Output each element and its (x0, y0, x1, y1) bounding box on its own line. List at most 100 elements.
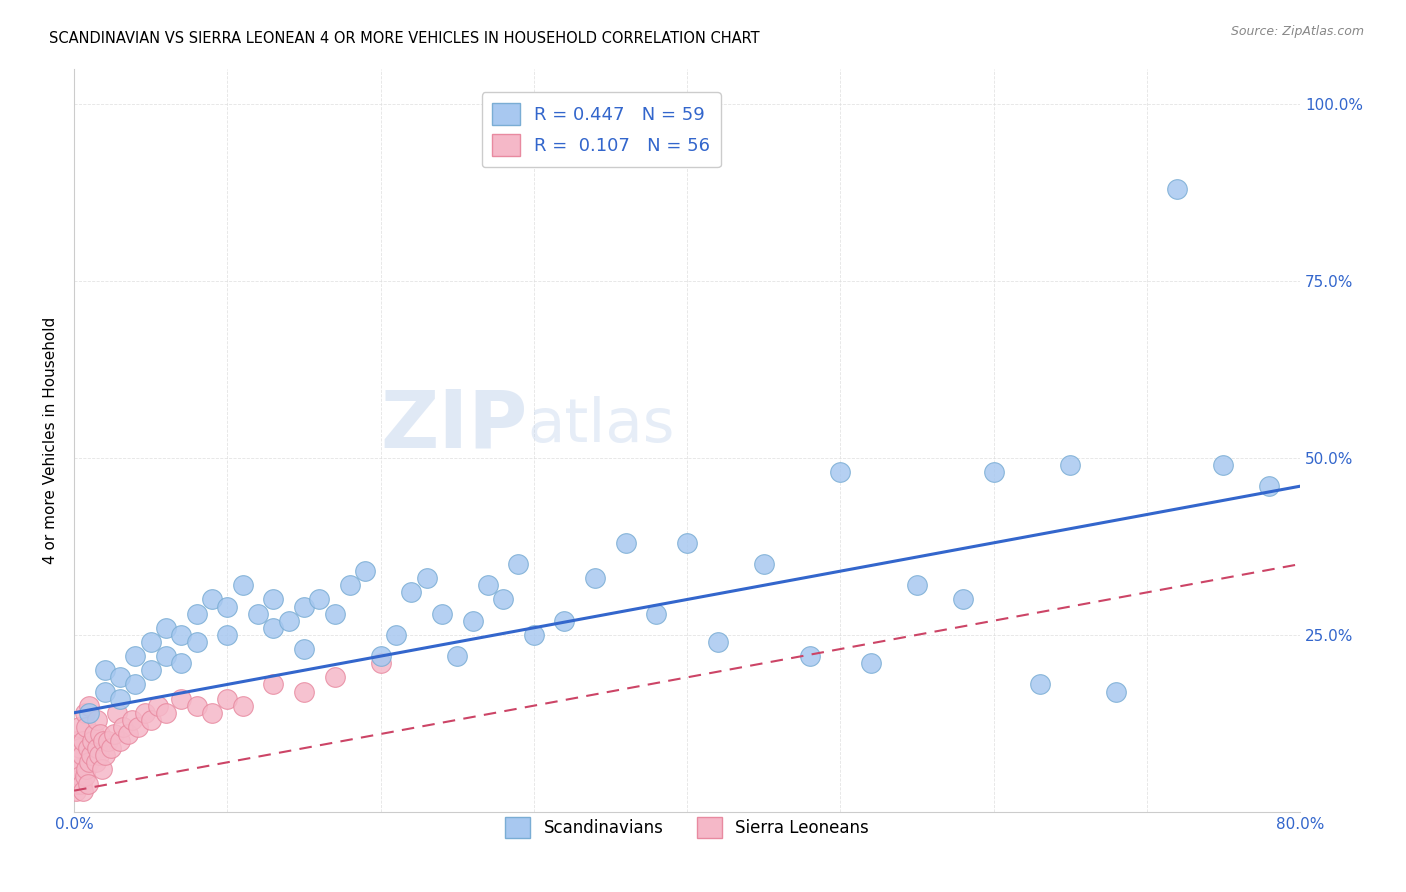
Point (430, 607, 453, 621)
Point (354, 564, 377, 578)
Point (399, 585, 422, 599)
Point (676, 536, 699, 550)
Point (139, 635, 162, 649)
Y-axis label: 4 or more Vehicles in Household: 4 or more Vehicles in Household (44, 317, 58, 564)
Point (461, 614, 484, 628)
Point (830, 465, 852, 479)
Point (799, 649, 821, 664)
Point (477, 578, 499, 592)
Point (66, 734, 89, 748)
Text: atlas: atlas (527, 396, 675, 455)
Point (262, 592, 284, 607)
Point (292, 642, 315, 657)
Point (217, 599, 239, 614)
Point (583, 571, 606, 585)
Point (97, 734, 120, 748)
Point (93, 684, 115, 698)
Point (155, 706, 177, 720)
Point (262, 621, 284, 635)
Point (217, 691, 239, 706)
Point (127, 720, 149, 734)
Point (65, 783, 87, 797)
Point (155, 649, 177, 664)
Point (69, 769, 91, 783)
Point (170, 628, 193, 642)
Point (186, 698, 208, 713)
Point (1028, 677, 1050, 691)
Point (75, 720, 97, 734)
Point (66, 763, 89, 777)
Point (446, 649, 468, 664)
Point (93, 748, 115, 763)
Point (614, 536, 637, 550)
Point (148, 698, 170, 713)
Point (752, 557, 775, 571)
Point (232, 578, 254, 592)
Point (66, 776, 89, 790)
Point (523, 628, 546, 642)
Point (108, 734, 131, 748)
Point (1059, 458, 1081, 472)
Point (77, 741, 100, 756)
Point (72, 734, 94, 748)
Point (186, 607, 208, 621)
Point (1212, 458, 1234, 472)
Point (415, 571, 437, 585)
Text: SCANDINAVIAN VS SIERRA LEONEAN 4 OR MORE VEHICLES IN HOUSEHOLD CORRELATION CHART: SCANDINAVIAN VS SIERRA LEONEAN 4 OR MORE… (49, 31, 759, 46)
Point (139, 663, 162, 677)
Point (370, 657, 392, 671)
Point (103, 727, 125, 741)
Point (121, 713, 143, 727)
Point (139, 713, 162, 727)
Point (82, 734, 104, 748)
Point (508, 557, 530, 571)
Point (86, 713, 108, 727)
Point (292, 684, 315, 698)
Point (80, 748, 103, 763)
Point (75, 763, 97, 777)
Point (91, 734, 114, 748)
Point (105, 706, 128, 720)
Point (201, 592, 224, 607)
Point (79, 756, 101, 770)
Point (134, 706, 156, 720)
Point (124, 677, 146, 691)
Point (170, 691, 193, 706)
Point (73, 706, 96, 720)
Point (100, 741, 122, 756)
Point (117, 727, 139, 741)
Point (246, 607, 269, 621)
Point (983, 465, 1005, 479)
Point (232, 698, 254, 713)
Point (370, 649, 392, 664)
Point (277, 614, 299, 628)
Point (292, 599, 315, 614)
Point (186, 635, 208, 649)
Point (1166, 182, 1188, 196)
Point (65, 769, 87, 783)
Point (323, 670, 346, 684)
Point (93, 663, 115, 677)
Point (262, 677, 284, 691)
Point (155, 621, 177, 635)
Point (70, 748, 93, 763)
Point (67, 756, 90, 770)
Point (217, 628, 239, 642)
Point (170, 657, 193, 671)
Point (73, 769, 96, 783)
Point (108, 670, 131, 684)
Point (90, 763, 112, 777)
Point (905, 578, 928, 592)
Text: ZIP: ZIP (381, 386, 527, 465)
Point (83, 727, 105, 741)
Point (645, 607, 668, 621)
Point (553, 614, 575, 628)
Point (339, 578, 361, 592)
Point (72, 783, 94, 797)
Point (308, 592, 330, 607)
Point (124, 649, 146, 664)
Point (69, 741, 91, 756)
Point (859, 657, 882, 671)
Point (77, 776, 100, 790)
Point (65, 748, 87, 763)
